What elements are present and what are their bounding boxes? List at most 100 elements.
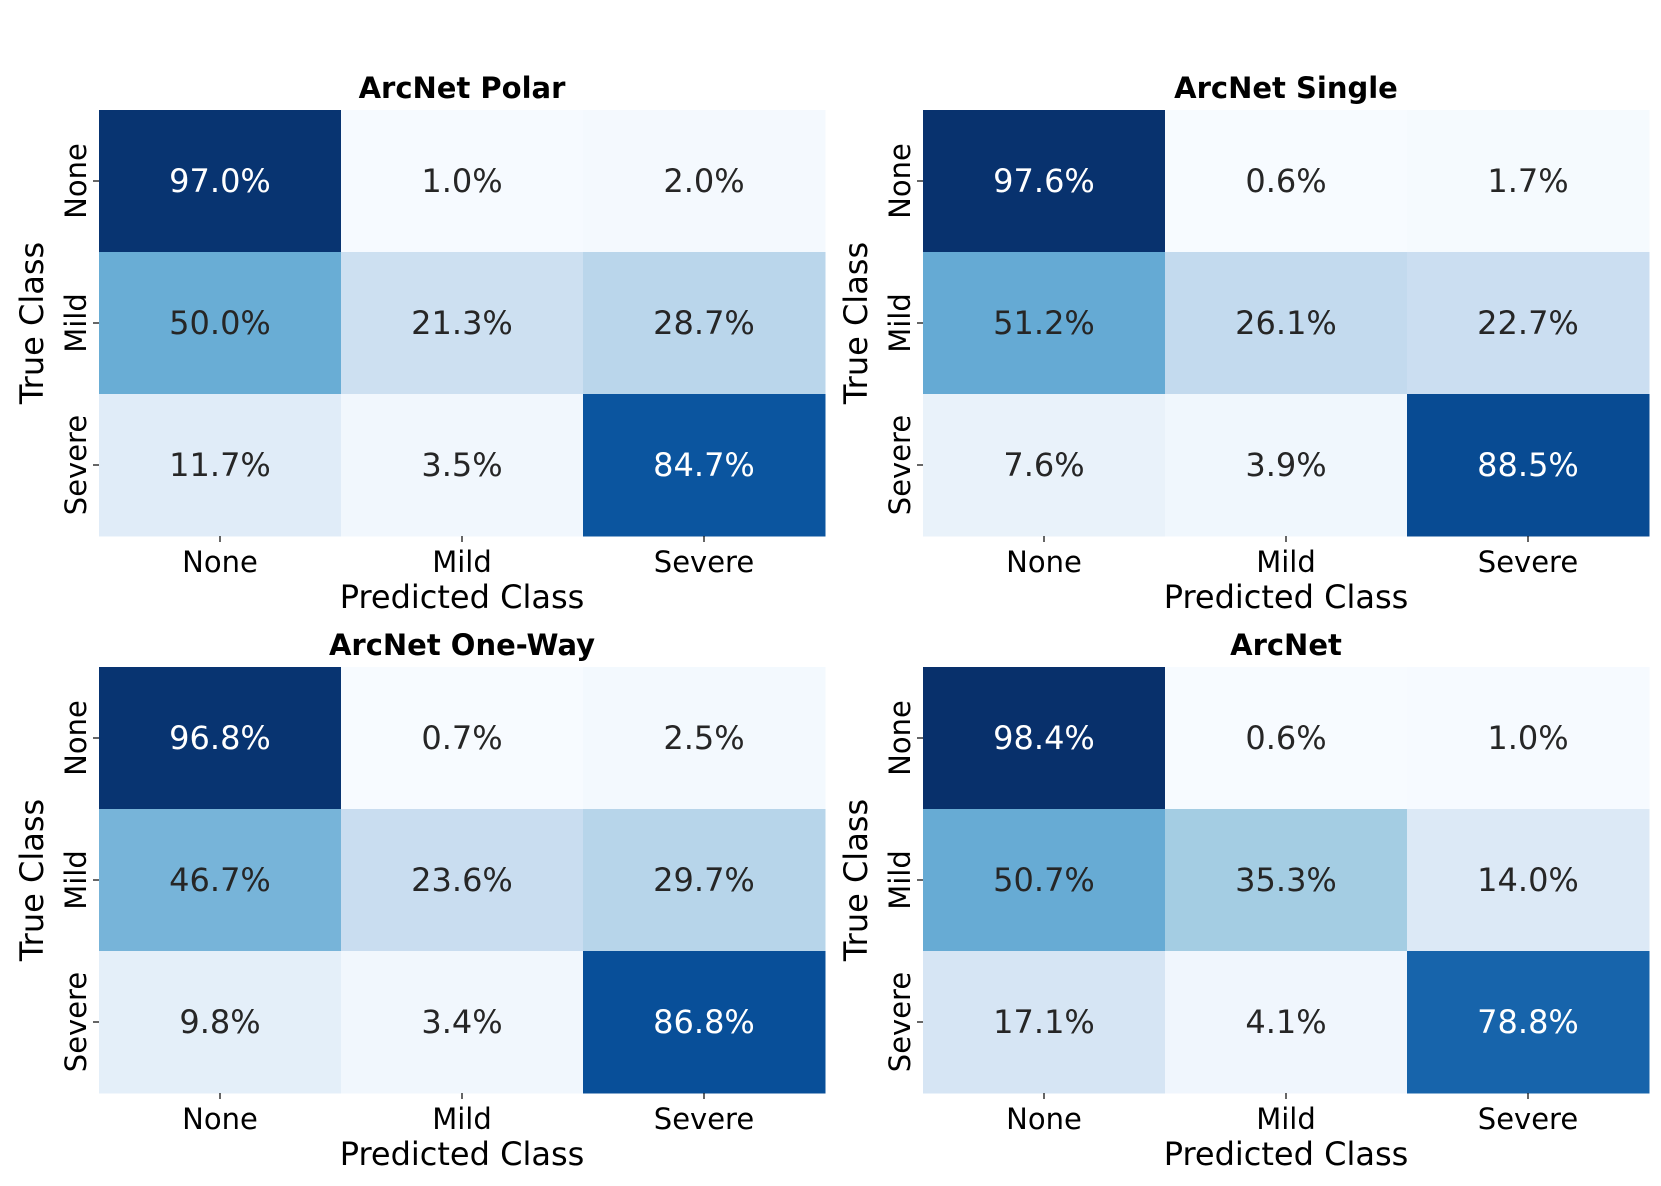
x-tick-label: Mild: [1256, 545, 1316, 579]
heatmap-cell-mild-severe: [583, 809, 826, 952]
heatmap-cell-severe-severe: [583, 394, 826, 537]
cell-value-label: 9.8%: [179, 1003, 260, 1041]
cell-value-label: 23.6%: [411, 861, 513, 899]
heatmap-cell-severe-none: [923, 951, 1166, 1094]
heatmap-panel-3: ArcNet One-Way 96.8% 0.7% 2.5% 46.7% 23.6% 29.…: [13, 628, 826, 1173]
heatmap-cell-none-none: [923, 110, 1166, 253]
y-tick-label: None: [883, 700, 917, 776]
y-axis-label: True Class: [837, 799, 875, 962]
x-tick-label: Severe: [1478, 545, 1578, 579]
heatmap-cell-severe-mild: [1165, 951, 1408, 1094]
heatmap-cell-severe-severe: [1407, 394, 1650, 537]
cell-value-label: 1.0%: [1487, 719, 1568, 757]
heatmap-cell-severe-mild: [341, 394, 584, 537]
heatmap-cell-none-mild: [341, 110, 584, 253]
y-axis-label: True Class: [13, 799, 51, 962]
chart-title: ArcNet Polar: [359, 71, 567, 105]
heatmap-cell-severe-none: [923, 394, 1166, 537]
x-tick-label: None: [1006, 1102, 1082, 1136]
heatmap-cell-mild-none: [923, 809, 1166, 952]
y-axis-label: True Class: [13, 242, 51, 405]
cell-value-label: 1.7%: [1487, 162, 1568, 200]
chart-title: ArcNet Single: [1174, 71, 1398, 105]
x-tick-label: Mild: [432, 545, 492, 579]
cell-value-label: 21.3%: [411, 304, 513, 342]
y-tick-label: None: [59, 700, 93, 776]
x-tick-label: None: [182, 545, 258, 579]
cell-value-label: 78.8%: [1477, 1003, 1579, 1041]
heatmap-panel-1: ArcNet Polar 97.0% 1.0% 2.0% 50.0% 21.3% 28.7%…: [13, 71, 826, 616]
chart-title: ArcNet: [1230, 628, 1342, 662]
cell-value-label: 7.6%: [1003, 446, 1084, 484]
cell-value-label: 46.7%: [169, 861, 271, 899]
cell-value-label: 98.4%: [993, 719, 1095, 757]
cell-value-label: 26.1%: [1235, 304, 1337, 342]
cell-value-label: 0.7%: [421, 719, 502, 757]
cell-value-label: 0.6%: [1245, 162, 1326, 200]
cell-value-label: 50.7%: [993, 861, 1095, 899]
cell-value-label: 0.6%: [1245, 719, 1326, 757]
x-axis-label: Predicted Class: [340, 1135, 585, 1173]
cell-value-label: 17.1%: [993, 1003, 1095, 1041]
heatmap-cell-severe-mild: [341, 951, 584, 1094]
cell-value-label: 96.8%: [169, 719, 271, 757]
cell-value-label: 22.7%: [1477, 304, 1579, 342]
heatmap-cell-mild-none: [99, 252, 342, 395]
cell-value-label: 3.9%: [1245, 446, 1326, 484]
cell-value-label: 86.8%: [653, 1003, 755, 1041]
cell-value-label: 84.7%: [653, 446, 755, 484]
x-axis-label: Predicted Class: [1164, 1135, 1409, 1173]
heatmap-cell-severe-mild: [1165, 394, 1408, 537]
x-tick-label: Mild: [432, 1102, 492, 1136]
y-tick-label: Mild: [59, 293, 93, 353]
x-axis-label: Predicted Class: [340, 578, 585, 616]
y-tick-label: Mild: [883, 850, 917, 910]
cell-value-label: 14.0%: [1477, 861, 1579, 899]
heatmap-cell-none-none: [99, 110, 342, 253]
cell-value-label: 97.6%: [993, 162, 1095, 200]
x-tick-label: None: [182, 1102, 258, 1136]
cell-value-label: 4.1%: [1245, 1003, 1326, 1041]
cell-value-label: 28.7%: [653, 304, 755, 342]
cell-value-label: 2.5%: [663, 719, 744, 757]
heatmap-cell-mild-mild: [341, 809, 584, 952]
y-tick-label: Severe: [883, 415, 917, 515]
cell-value-label: 97.0%: [169, 162, 271, 200]
heatmap-cell-none-mild: [341, 667, 584, 810]
heatmap-cell-none-mild: [1165, 667, 1408, 810]
heatmap-cell-none-severe: [1407, 667, 1650, 810]
cell-value-label: 88.5%: [1477, 446, 1579, 484]
y-tick-label: Severe: [59, 972, 93, 1072]
heatmap-cell-mild-severe: [1407, 809, 1650, 952]
heatmap-panel-4: ArcNet 98.4% 0.6% 1.0% 50.7% 35.3% 14.0% 17.1% 4…: [837, 628, 1650, 1173]
heatmap-cell-severe-none: [99, 951, 342, 1094]
heatmap-cell-none-mild: [1165, 110, 1408, 253]
cell-value-label: 35.3%: [1235, 861, 1337, 899]
heatmap-cell-mild-mild: [1165, 809, 1408, 952]
cell-value-label: 29.7%: [653, 861, 755, 899]
y-tick-label: Severe: [883, 972, 917, 1072]
cell-value-label: 1.0%: [421, 162, 502, 200]
y-tick-label: Mild: [59, 850, 93, 910]
y-axis-label: True Class: [837, 242, 875, 405]
cell-value-label: 2.0%: [663, 162, 744, 200]
heatmap-panel-2: ArcNet Single 97.6% 0.6% 1.7% 51.2% 26.1% 22.7…: [837, 71, 1650, 616]
heatmap-cell-severe-severe: [583, 951, 826, 1094]
cell-value-label: 11.7%: [169, 446, 271, 484]
heatmap-cell-none-none: [99, 667, 342, 810]
heatmap-cell-mild-mild: [341, 252, 584, 395]
heatmap-cell-mild-severe: [1407, 252, 1650, 395]
heatmap-cell-none-none: [923, 667, 1166, 810]
x-tick-label: Severe: [654, 545, 754, 579]
chart-title: ArcNet One-Way: [329, 628, 595, 662]
x-tick-label: Severe: [1478, 1102, 1578, 1136]
y-tick-label: None: [59, 143, 93, 219]
heatmap-cell-severe-none: [99, 394, 342, 537]
x-tick-label: Severe: [654, 1102, 754, 1136]
cell-value-label: 3.5%: [421, 446, 502, 484]
heatmap-cell-none-severe: [1407, 110, 1650, 253]
y-tick-label: Mild: [883, 293, 917, 353]
cell-value-label: 3.4%: [421, 1003, 502, 1041]
heatmap-cell-none-severe: [583, 667, 826, 810]
